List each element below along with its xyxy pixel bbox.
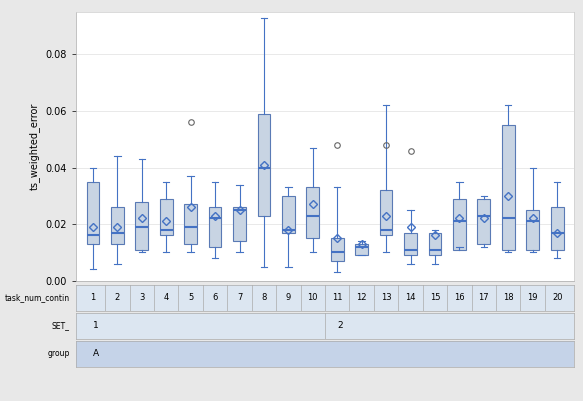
Text: 13: 13 bbox=[381, 293, 391, 302]
Text: 17: 17 bbox=[479, 293, 489, 302]
PathPatch shape bbox=[258, 114, 271, 216]
PathPatch shape bbox=[502, 125, 515, 249]
Text: 11: 11 bbox=[332, 293, 342, 302]
PathPatch shape bbox=[282, 196, 295, 233]
PathPatch shape bbox=[453, 198, 466, 249]
Text: 5: 5 bbox=[188, 293, 193, 302]
PathPatch shape bbox=[380, 190, 392, 235]
Text: 3: 3 bbox=[139, 293, 145, 302]
PathPatch shape bbox=[307, 187, 319, 238]
Text: 19: 19 bbox=[528, 293, 538, 302]
Text: 8: 8 bbox=[261, 293, 266, 302]
Text: 1: 1 bbox=[90, 293, 96, 302]
PathPatch shape bbox=[111, 207, 124, 244]
PathPatch shape bbox=[331, 238, 343, 261]
Text: group: group bbox=[48, 349, 70, 358]
PathPatch shape bbox=[86, 182, 99, 244]
Text: SET_: SET_ bbox=[52, 321, 70, 330]
Text: A: A bbox=[93, 349, 99, 358]
PathPatch shape bbox=[429, 233, 441, 255]
Text: 2: 2 bbox=[337, 321, 343, 330]
PathPatch shape bbox=[355, 244, 368, 255]
Text: 1: 1 bbox=[93, 321, 99, 330]
Text: 20: 20 bbox=[552, 293, 563, 302]
PathPatch shape bbox=[135, 202, 148, 249]
Text: 4: 4 bbox=[164, 293, 169, 302]
Text: 12: 12 bbox=[356, 293, 367, 302]
PathPatch shape bbox=[477, 198, 490, 244]
Y-axis label: ts_weighted_error: ts_weighted_error bbox=[29, 103, 40, 190]
Text: 9: 9 bbox=[286, 293, 291, 302]
Text: 16: 16 bbox=[454, 293, 465, 302]
Text: 15: 15 bbox=[430, 293, 440, 302]
PathPatch shape bbox=[209, 207, 222, 247]
Text: 2: 2 bbox=[115, 293, 120, 302]
PathPatch shape bbox=[551, 207, 564, 249]
PathPatch shape bbox=[404, 233, 417, 255]
PathPatch shape bbox=[160, 198, 173, 235]
PathPatch shape bbox=[526, 210, 539, 249]
Text: 18: 18 bbox=[503, 293, 514, 302]
PathPatch shape bbox=[233, 207, 246, 241]
Text: 14: 14 bbox=[405, 293, 416, 302]
Text: 7: 7 bbox=[237, 293, 242, 302]
PathPatch shape bbox=[184, 205, 197, 244]
Text: 6: 6 bbox=[212, 293, 218, 302]
Text: task_num_contin: task_num_contin bbox=[5, 293, 70, 302]
Text: 10: 10 bbox=[308, 293, 318, 302]
